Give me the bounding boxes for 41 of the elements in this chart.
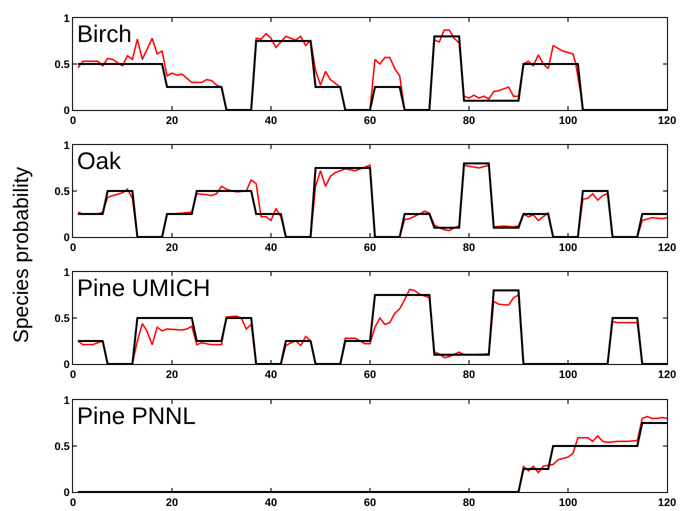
chart-title: Pine UMICH: [77, 275, 210, 302]
x-tick-label: 80: [462, 242, 476, 254]
x-tick-label: 20: [166, 497, 178, 510]
y-tick-label: 1: [64, 140, 70, 152]
x-tick-label: 20: [166, 242, 178, 254]
y-tick-label: 1: [64, 12, 70, 25]
x-tick-label: 60: [364, 497, 376, 510]
x-tick-label: 80: [462, 369, 476, 382]
x-tick-label: 120: [658, 115, 676, 128]
x-tick-label: 60: [364, 369, 376, 382]
x-tick-label: 100: [558, 115, 578, 128]
y-tick-label: 0: [64, 358, 70, 371]
chart-title: Oak: [77, 148, 122, 175]
x-tick-label: 80: [462, 115, 476, 128]
x-tick-label: 60: [364, 115, 376, 128]
x-tick-label: 40: [264, 369, 278, 382]
y-tick-label: 0: [64, 232, 70, 244]
x-tick-label: 100: [558, 369, 578, 382]
chart-title: Birch: [77, 21, 132, 48]
y-tick-label: 1: [64, 266, 70, 279]
y-tick-label: 0.5: [54, 312, 70, 325]
y-tick-label: 0: [64, 486, 70, 499]
x-tick-label: 100: [558, 497, 578, 510]
x-tick-label: 60: [364, 242, 376, 254]
y-axis-title: Species probability: [10, 166, 34, 344]
x-tick-label: 120: [658, 242, 676, 254]
chart-title: Pine PNNL: [77, 403, 196, 430]
y-tick-label: 0.5: [54, 58, 70, 71]
x-tick-label: 100: [558, 242, 578, 254]
x-tick-label: 20: [166, 115, 178, 128]
y-tick-label: 1: [64, 394, 70, 407]
x-tick-label: 40: [264, 242, 278, 254]
x-tick-label: 80: [462, 497, 476, 510]
x-tick-label: 120: [658, 369, 676, 382]
x-tick-label: 40: [264, 497, 278, 510]
y-tick-label: 0: [64, 104, 70, 117]
x-tick-label: 20: [166, 369, 178, 382]
y-tick-label: 0.5: [54, 186, 70, 198]
x-tick-label: 120: [658, 497, 676, 510]
x-tick-label: 40: [264, 115, 278, 128]
y-tick-label: 0.5: [54, 440, 70, 453]
